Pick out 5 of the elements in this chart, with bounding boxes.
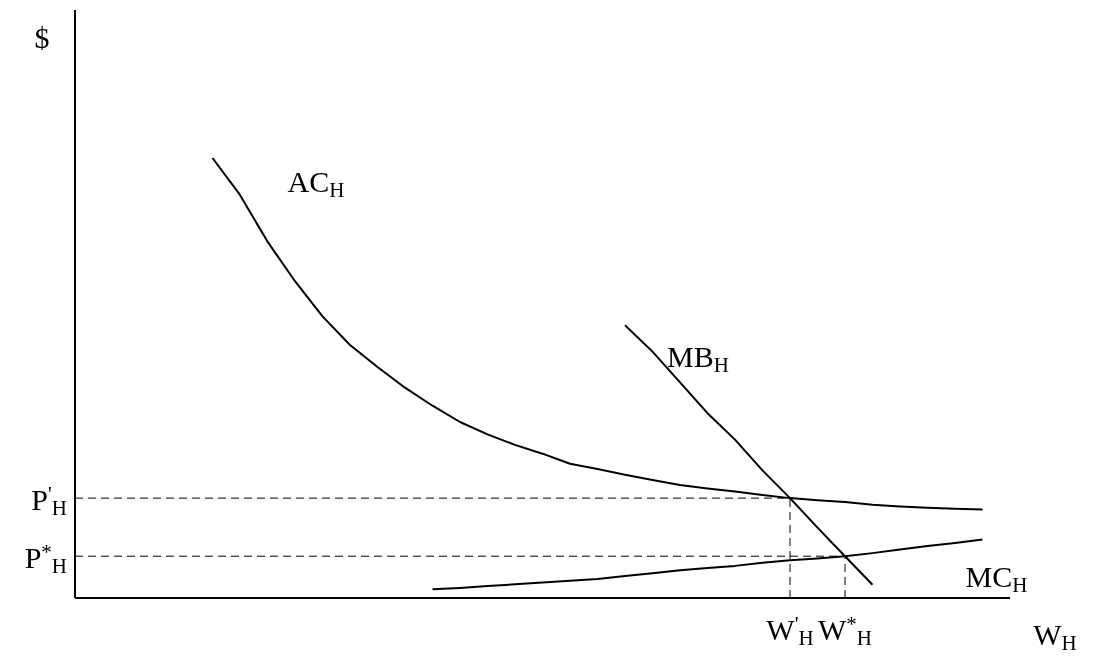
series-label: MC$_{H}$ [965, 560, 1028, 598]
series-label: AC$_{H}$ [287, 164, 345, 202]
x-axis-title: W$_{H}$ [1033, 618, 1077, 656]
y-axis-title: $ [34, 21, 50, 54]
series-label: MB$_{H}$ [667, 340, 729, 378]
